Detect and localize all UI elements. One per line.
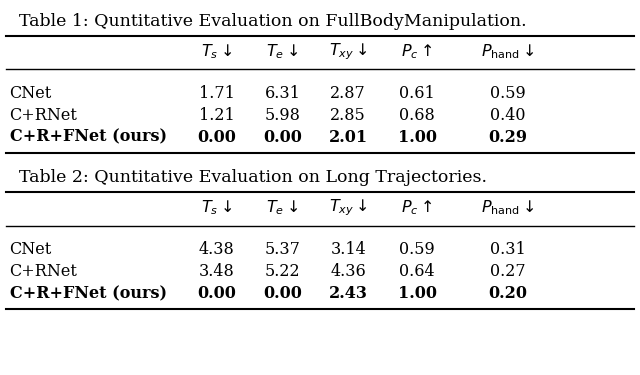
Text: 1.00: 1.00	[397, 129, 436, 146]
Text: 0.40: 0.40	[490, 106, 526, 124]
Text: Table 1: Quntitative Evaluation on FullBodyManipulation.: Table 1: Quntitative Evaluation on FullB…	[19, 13, 527, 30]
Text: 1.00: 1.00	[397, 285, 436, 302]
Text: 4.36: 4.36	[330, 263, 366, 280]
Text: 2.87: 2.87	[330, 84, 366, 102]
Text: $T_e\downarrow$: $T_e\downarrow$	[266, 199, 298, 217]
Text: 0.68: 0.68	[399, 106, 435, 124]
Text: 1.71: 1.71	[198, 84, 234, 102]
Text: 0.27: 0.27	[490, 263, 526, 280]
Text: CNet: CNet	[10, 84, 52, 102]
Text: 0.31: 0.31	[490, 241, 526, 258]
Text: C+RNet: C+RNet	[10, 263, 77, 280]
Text: 0.00: 0.00	[263, 129, 302, 146]
Text: 0.00: 0.00	[263, 285, 302, 302]
Text: $T_s\downarrow$: $T_s\downarrow$	[201, 199, 232, 217]
Text: Table 2: Quntitative Evaluation on Long Trajectories.: Table 2: Quntitative Evaluation on Long …	[19, 170, 487, 186]
Text: 0.61: 0.61	[399, 84, 435, 102]
Text: $P_{\rm hand}\downarrow$: $P_{\rm hand}\downarrow$	[481, 42, 535, 61]
Text: C+R+FNet (ours): C+R+FNet (ours)	[10, 285, 166, 302]
Text: CNet: CNet	[10, 241, 52, 258]
Text: 0.59: 0.59	[399, 241, 435, 258]
Text: 2.85: 2.85	[330, 106, 366, 124]
Text: 3.14: 3.14	[330, 241, 366, 258]
Text: 0.00: 0.00	[197, 129, 236, 146]
Text: 0.29: 0.29	[489, 129, 527, 146]
Text: 5.22: 5.22	[264, 263, 300, 280]
Text: 5.37: 5.37	[264, 241, 300, 258]
Text: $T_{xy}\downarrow$: $T_{xy}\downarrow$	[329, 42, 367, 62]
Text: C+R+FNet (ours): C+R+FNet (ours)	[10, 129, 166, 146]
Text: 5.98: 5.98	[264, 106, 300, 124]
Text: $P_c\uparrow$: $P_c\uparrow$	[401, 199, 433, 217]
Text: $P_c\uparrow$: $P_c\uparrow$	[401, 42, 433, 61]
Text: 0.20: 0.20	[489, 285, 527, 302]
Text: C+RNet: C+RNet	[10, 106, 77, 124]
Text: $T_s\downarrow$: $T_s\downarrow$	[201, 42, 232, 61]
Text: 2.01: 2.01	[329, 129, 368, 146]
Text: 6.31: 6.31	[264, 84, 300, 102]
Text: 3.48: 3.48	[198, 263, 234, 280]
Text: 4.38: 4.38	[198, 241, 234, 258]
Text: $T_e\downarrow$: $T_e\downarrow$	[266, 42, 298, 61]
Text: $T_{xy}\downarrow$: $T_{xy}\downarrow$	[329, 198, 367, 218]
Text: 1.21: 1.21	[198, 106, 234, 124]
Text: 2.43: 2.43	[329, 285, 367, 302]
Text: 0.59: 0.59	[490, 84, 526, 102]
Text: $P_{\rm hand}\downarrow$: $P_{\rm hand}\downarrow$	[481, 199, 535, 217]
Text: 0.64: 0.64	[399, 263, 435, 280]
Text: 0.00: 0.00	[197, 285, 236, 302]
